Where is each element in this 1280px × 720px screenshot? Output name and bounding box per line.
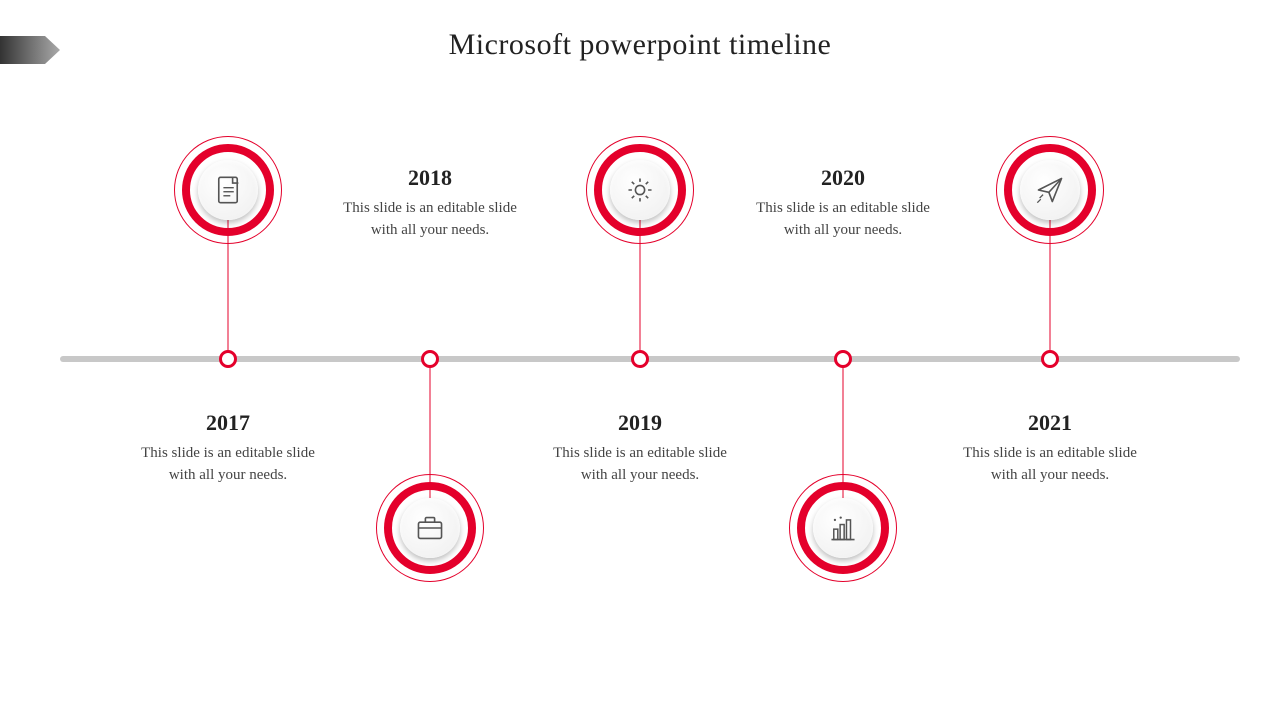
timeline-description: This slide is an editable slide with all… — [748, 198, 938, 242]
timeline-description: This slide is an editable slide with all… — [335, 198, 525, 242]
timeline-node — [219, 350, 237, 368]
timeline-year: 2020 — [743, 165, 943, 191]
document-icon — [198, 160, 258, 220]
timeline-node — [631, 350, 649, 368]
timeline-node — [834, 350, 852, 368]
timeline-badge — [174, 136, 282, 244]
timeline-badge — [996, 136, 1104, 244]
gear-icon — [610, 160, 670, 220]
timeline-node — [1041, 350, 1059, 368]
paper-plane-icon — [1020, 160, 1080, 220]
timeline-year: 2018 — [330, 165, 530, 191]
timeline-year: 2021 — [950, 410, 1150, 436]
timeline-axis — [60, 356, 1240, 362]
timeline-badge — [586, 136, 694, 244]
timeline-description: This slide is an editable slide with all… — [133, 443, 323, 487]
slide-title: Microsoft powerpoint timeline — [0, 28, 1280, 62]
briefcase-icon — [400, 498, 460, 558]
timeline-description: This slide is an editable slide with all… — [955, 443, 1145, 487]
timeline-description: This slide is an editable slide with all… — [545, 443, 735, 487]
timeline-year: 2019 — [540, 410, 740, 436]
timeline-badge — [376, 474, 484, 582]
bar-chart-icon — [813, 498, 873, 558]
timeline-node — [421, 350, 439, 368]
timeline-badge — [789, 474, 897, 582]
timeline-year: 2017 — [128, 410, 328, 436]
